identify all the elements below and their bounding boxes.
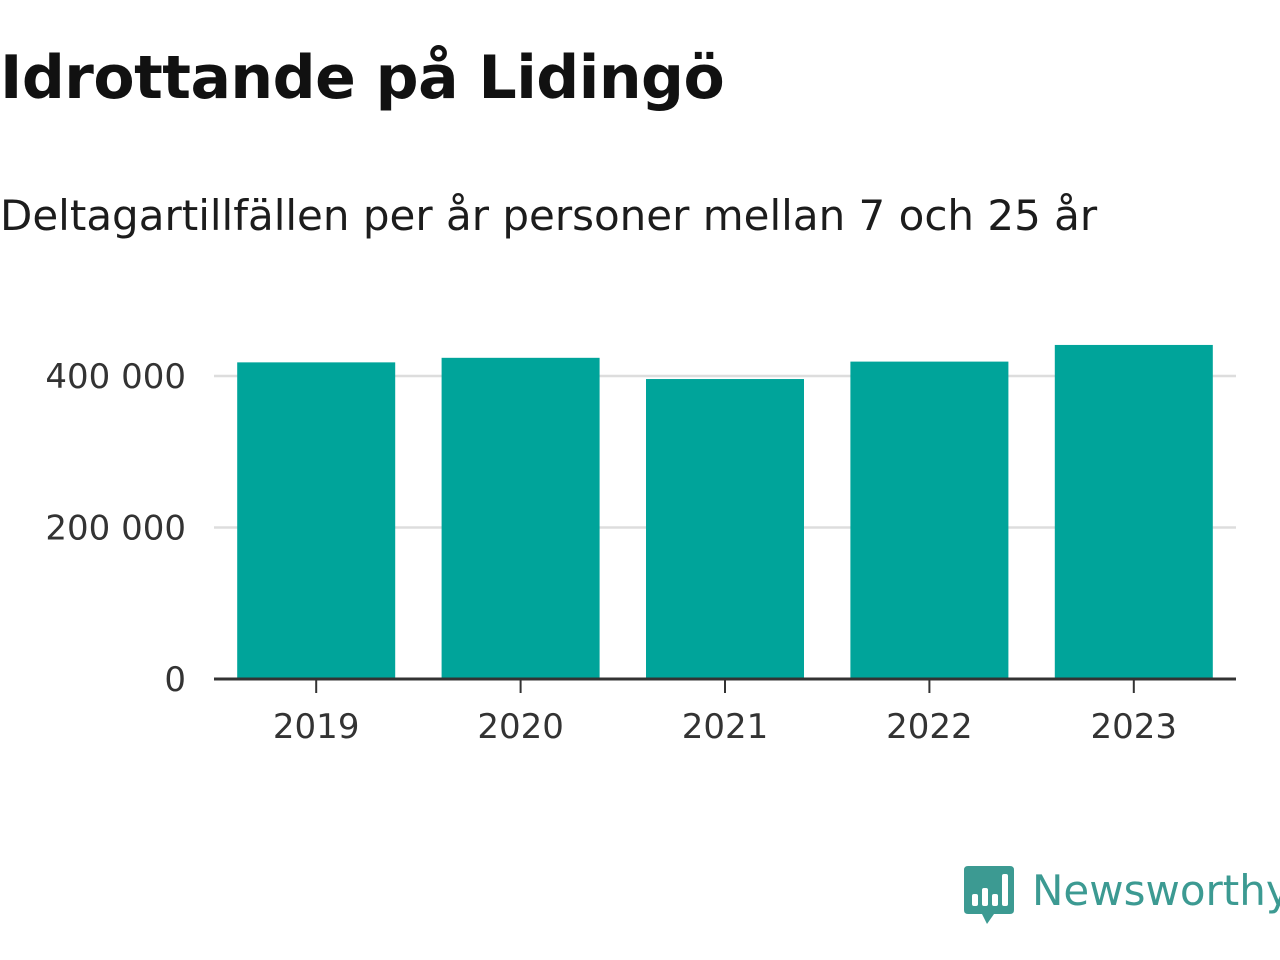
bar-chart-speech-bubble-icon xyxy=(964,866,1014,924)
y-tick-label: 400 000 xyxy=(45,357,186,397)
y-tick-label: 0 xyxy=(164,660,186,700)
bar-2023 xyxy=(1054,344,1213,679)
tick-labels: 0 200 000 400 000 2019 2020 2021 2022 2023 xyxy=(45,357,1177,747)
chart-subtitle: Deltagartillfällen per år personer mella… xyxy=(0,191,1098,240)
y-tick-label: 200 000 xyxy=(45,509,186,549)
newsworthy-logo: Newsworthy xyxy=(962,864,1280,928)
x-tick-label: 2020 xyxy=(477,707,564,747)
x-tick-label: 2022 xyxy=(886,707,973,747)
bar-2019 xyxy=(237,362,396,679)
brand-name: Newsworthy xyxy=(1032,866,1280,915)
bar-2021 xyxy=(646,379,804,679)
x-axis xyxy=(214,677,1236,693)
bar-chart: 0 200 000 400 000 2019 2020 2021 2022 2023 xyxy=(45,344,1236,747)
x-tick-label: 2021 xyxy=(682,707,769,747)
bar-2020 xyxy=(441,357,600,679)
bars xyxy=(237,344,1213,679)
x-tick-label: 2019 xyxy=(273,707,360,747)
x-tick-label: 2023 xyxy=(1091,707,1178,747)
bar-2022 xyxy=(850,361,1009,679)
chart-title: Idrottande på Lidingö xyxy=(0,43,725,113)
